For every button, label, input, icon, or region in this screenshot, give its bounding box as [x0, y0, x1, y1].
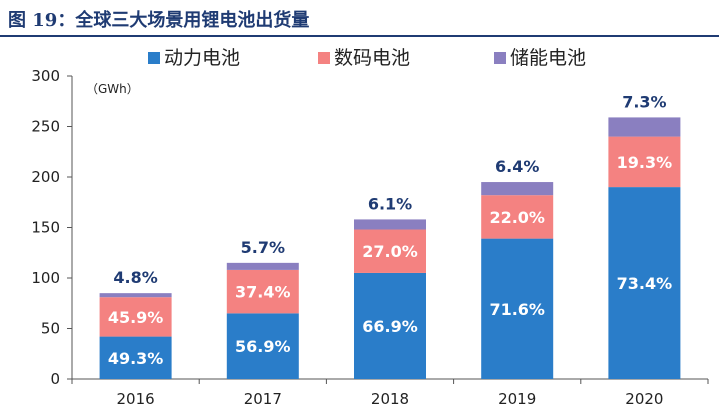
y-tick-label: 200 — [31, 168, 60, 186]
y-tick-label: 100 — [31, 269, 60, 287]
y-tick-label: 300 — [31, 67, 60, 85]
bar-segment — [99, 293, 172, 298]
data-label: 37.4% — [235, 283, 291, 302]
bar-segment — [226, 269, 299, 314]
legend-swatch — [318, 52, 330, 64]
y-tick-label: 50 — [41, 320, 60, 338]
bar-segment — [608, 117, 681, 137]
bar-segment — [608, 187, 681, 379]
legend-label: 储能电池 — [510, 47, 586, 69]
bars — [99, 117, 681, 379]
bar-segment — [226, 262, 299, 270]
bar-segment — [608, 136, 681, 188]
x-tick-label: 2018 — [371, 390, 409, 408]
data-labels: 49.3% 45.9% 4.8% 56.9% 37.4% 5.7% 66.9% 27.0% 6.… — [108, 92, 672, 367]
bar-segment — [354, 229, 426, 273]
y-tick-label: 0 — [50, 370, 60, 388]
y-tick-label: 250 — [31, 118, 60, 136]
bar-segment — [481, 195, 554, 239]
figure-title: 图 19：全球三大场景用锂电池出货量 — [8, 9, 309, 31]
data-label: 6.1% — [368, 194, 412, 213]
unit-label: （GWh） — [86, 82, 139, 96]
legend-label: 动力电池 — [164, 47, 240, 69]
data-label: 5.7% — [241, 238, 285, 257]
x-tick-label: 2020 — [625, 390, 663, 408]
bar-segment — [99, 297, 172, 337]
data-label: 73.4% — [617, 274, 673, 293]
data-label: 66.9% — [362, 317, 418, 336]
bar-segment — [481, 238, 554, 379]
x-tick-label: 2019 — [498, 390, 536, 408]
data-label: 22.0% — [489, 208, 545, 227]
bar-segment — [481, 182, 554, 196]
legend-swatch — [494, 52, 506, 64]
x-tick-label: 2017 — [244, 390, 282, 408]
legend-label: 数码电池 — [334, 47, 410, 69]
x-tick-label: 2016 — [117, 390, 155, 408]
legend: 动力电池 数码电池 储能电池 — [148, 47, 586, 69]
data-label: 56.9% — [235, 337, 291, 356]
bar-segment — [226, 313, 299, 379]
data-label: 19.3% — [617, 153, 673, 172]
data-label: 6.4% — [495, 157, 539, 176]
bar-segment — [99, 336, 172, 379]
axes: 0 50 100 150 200 250 300 2016 2017 2018 2019 2020 — [31, 67, 709, 408]
data-label: 7.3% — [622, 92, 666, 111]
y-tick-label: 150 — [31, 219, 60, 237]
data-label: 49.3% — [108, 349, 164, 368]
data-label: 27.0% — [362, 242, 418, 261]
legend-swatch — [148, 52, 160, 64]
data-label: 45.9% — [108, 308, 164, 327]
data-label: 71.6% — [489, 300, 545, 319]
data-label: 4.8% — [113, 268, 157, 287]
bar-segment — [354, 219, 426, 230]
bar-segment — [354, 272, 426, 379]
